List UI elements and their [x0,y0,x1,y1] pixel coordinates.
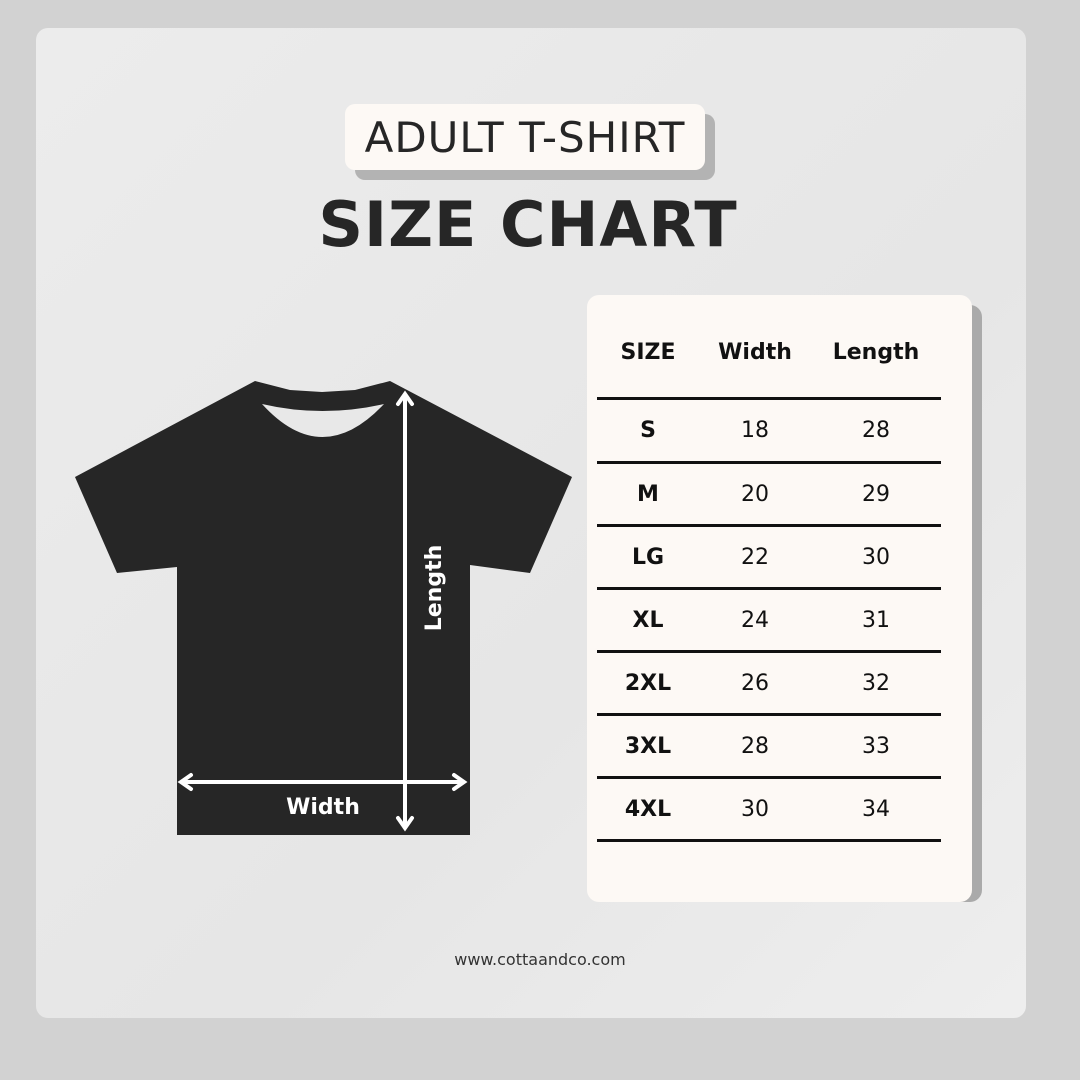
row-divider [597,397,941,400]
table-row: S 18 28 [597,399,941,462]
cell-size: 4XL [624,797,672,822]
cell-length: 33 [862,734,890,759]
cell-width: 30 [741,797,769,822]
cell-length: 32 [862,671,890,696]
row-divider [597,650,941,653]
header-length: Length [832,340,920,365]
tshirt-neck [262,404,384,437]
cell-size: M [637,482,659,507]
cell-width: 20 [741,482,769,507]
header-size: SIZE [620,340,676,365]
cell-width: 26 [741,671,769,696]
cell-size: S [640,418,656,443]
cell-width: 24 [741,608,769,633]
product-label: ADULT T-SHIRT [345,104,705,170]
table-header: SIZE Width Length [597,321,941,384]
row-divider [597,587,941,590]
cell-length: 29 [862,482,890,507]
row-divider [597,524,941,527]
row-divider [597,713,941,716]
header-width: Width [718,340,792,365]
row-divider [597,776,941,779]
cell-width: 18 [741,418,769,443]
cell-width: 28 [741,734,769,759]
cell-size: LG [631,545,665,570]
table-row: M 20 29 [597,463,941,526]
length-label: Length [422,545,447,632]
cell-length: 34 [862,797,890,822]
row-divider [597,839,941,842]
width-arrow [177,773,468,791]
cell-length: 31 [862,608,890,633]
cell-size: XL [632,608,664,633]
tshirt-shape [75,381,572,835]
cell-size: 2XL [624,671,672,696]
width-label: Width [286,795,360,820]
table-row: XL 24 31 [597,589,941,652]
table-row: 4XL 30 34 [597,778,941,841]
cell-length: 28 [862,418,890,443]
table-row: 2XL 26 32 [597,652,941,715]
cell-length: 30 [862,545,890,570]
table-row: LG 22 30 [597,526,941,589]
table-row: 3XL 28 33 [597,715,941,778]
size-table: SIZE Width Length S 18 28 M 20 29 LG 22 30 XL 24 31… [587,295,972,902]
page-title: SIZE CHART [318,188,738,261]
cell-width: 22 [741,545,769,570]
length-arrow [396,390,414,832]
row-divider [597,461,941,464]
cell-size: 3XL [624,734,672,759]
website-url: www.cottaandco.com [454,950,626,969]
